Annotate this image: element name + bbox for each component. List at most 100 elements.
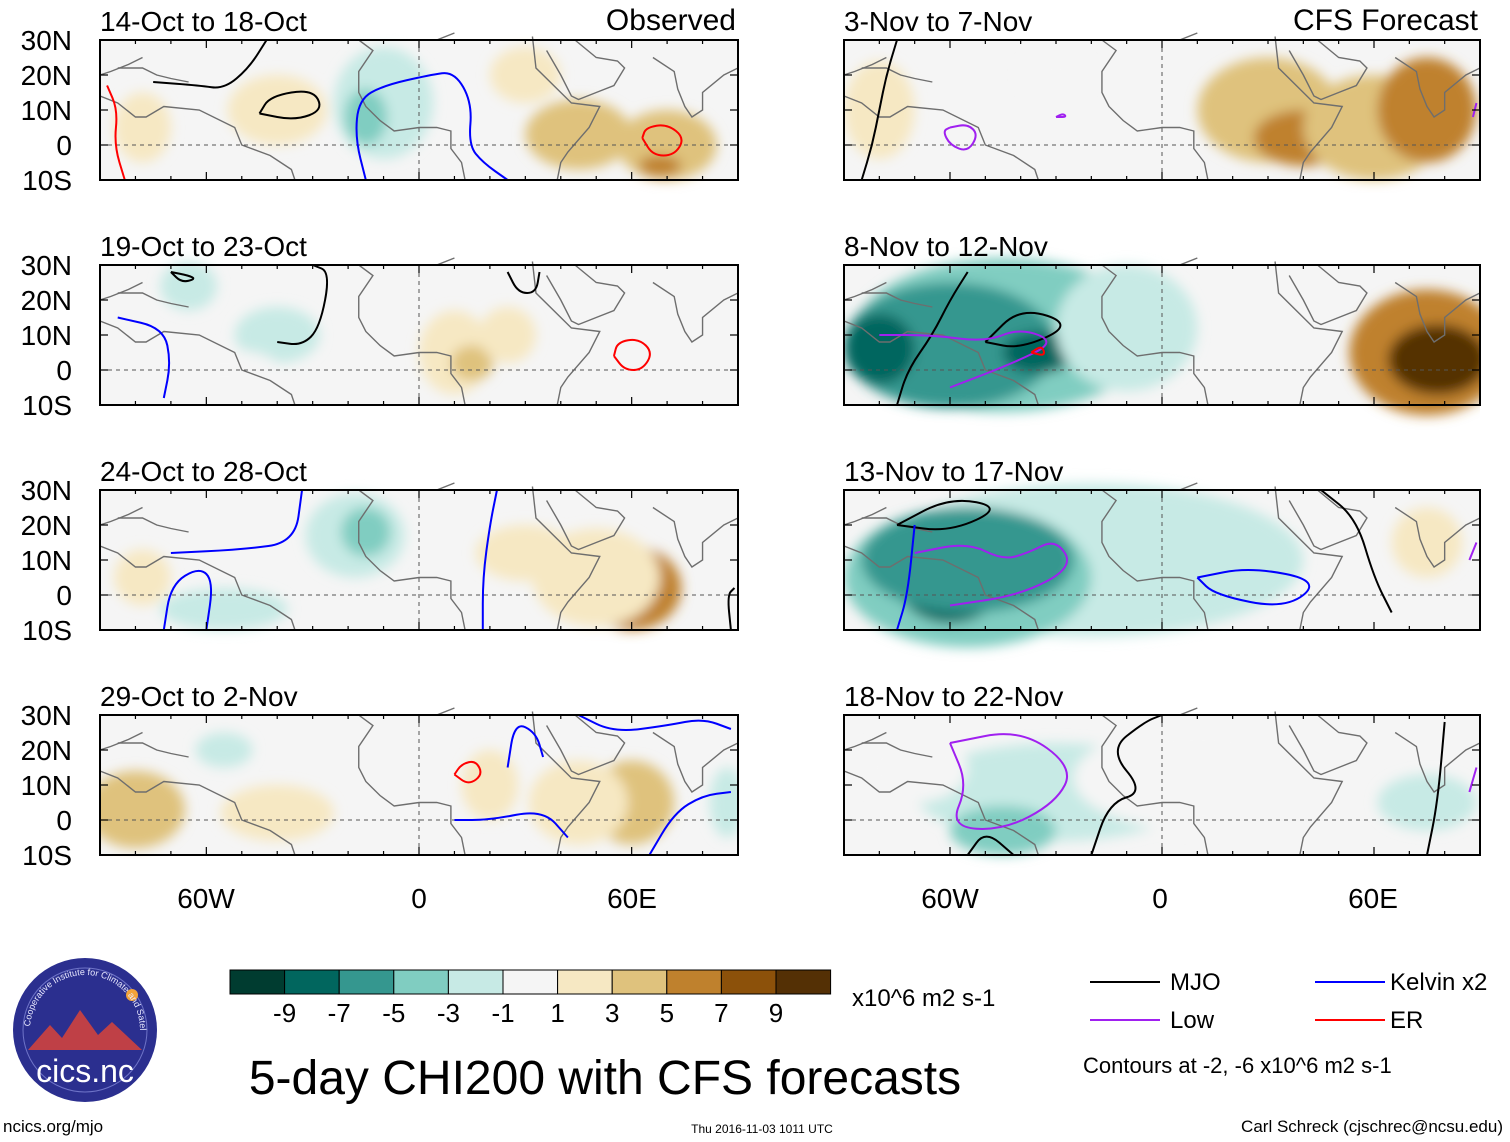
colorbar-tick-label: 9 <box>769 998 783 1028</box>
coastline <box>117 742 189 758</box>
coastline <box>100 320 296 406</box>
panel-ticks <box>843 39 1481 181</box>
anomaly-region <box>844 314 915 384</box>
coastline <box>1274 486 1344 631</box>
lat-label: 0 <box>56 130 72 161</box>
coastline <box>1288 489 1368 551</box>
coastline <box>117 517 189 533</box>
coastline <box>397 707 455 716</box>
timestamp: Thu 2016-11-03 1011 UTC <box>691 1122 833 1136</box>
lon-labels-left: 60W 0 60E <box>177 883 657 914</box>
coastline <box>1101 714 1209 856</box>
coastline <box>844 95 1039 181</box>
lat-label: 20N <box>21 510 72 541</box>
period-label: 18-Nov to 22-Nov <box>844 681 1063 712</box>
coastlines <box>100 257 738 406</box>
er-contour <box>453 760 482 784</box>
anomaly-region <box>114 92 171 163</box>
coastline <box>1288 39 1368 101</box>
coastline <box>397 482 455 491</box>
logo-mountains <box>28 1010 142 1050</box>
coastline <box>1394 281 1480 343</box>
coastline <box>1394 506 1480 568</box>
low-contour <box>914 542 1069 607</box>
anomaly-region <box>234 307 320 363</box>
figure-title: 5-day CHI200 with CFS forecasts <box>249 1052 961 1105</box>
colorbar-tick-label: 7 <box>714 998 728 1028</box>
lat-label: 20N <box>21 285 72 316</box>
colorbar-cell <box>557 969 613 995</box>
anomaly-region <box>341 507 391 557</box>
anomaly-region <box>475 525 575 581</box>
contour-legend: MJO Kelvin x2 Low ER <box>1090 969 1487 1034</box>
colorbar-tick-label: 3 <box>605 998 619 1028</box>
period-label: 14-Oct to 18-Oct <box>100 6 307 37</box>
contour-note: Contours at -2, -6 x10^6 m2 s-1 <box>1083 1053 1392 1078</box>
legend-label: Kelvin x2 <box>1390 969 1487 996</box>
mjo-contour <box>506 271 541 295</box>
kelvin-x--contour <box>454 812 569 839</box>
contours <box>162 489 736 631</box>
coastline <box>545 489 626 551</box>
lat-label: 10N <box>21 545 72 576</box>
contours <box>949 714 1478 856</box>
er-contour <box>106 85 126 181</box>
coastline <box>861 742 933 758</box>
colorbar-cell <box>502 969 559 995</box>
anomaly-shading <box>844 54 1477 180</box>
anomaly-region <box>709 767 738 838</box>
mjo-contour <box>984 311 1062 348</box>
anomaly-region <box>461 750 519 820</box>
colorbar-units: x10^6 m2 s-1 <box>852 985 995 1012</box>
lat-label: 30N <box>21 250 72 281</box>
coastline <box>117 67 189 83</box>
kelvin-x--contour <box>648 791 732 856</box>
map-panel: 8-Nov to 12-Nov <box>843 231 1481 416</box>
er-contour <box>612 338 651 372</box>
contours <box>117 264 651 399</box>
coastline <box>1288 714 1368 776</box>
anomaly-region <box>160 261 217 311</box>
coastline <box>531 36 601 181</box>
anomaly-region <box>1020 54 1092 96</box>
author-credit: Carl Schreck (cjschrec@ncsu.edu) <box>1241 1117 1503 1136</box>
period-label: 19-Oct to 23-Oct <box>100 231 307 262</box>
period-label: 13-Nov to 17-Nov <box>844 456 1063 487</box>
anomaly-region <box>1391 507 1463 578</box>
colorbar-tick-label: 1 <box>550 998 564 1028</box>
lat-label: 10N <box>21 770 72 801</box>
logo-sun <box>126 989 138 1001</box>
anomaly-region <box>167 349 281 391</box>
logo-text: cics.nc <box>36 1053 134 1089</box>
coastline <box>397 32 455 41</box>
anomaly-region <box>479 307 536 363</box>
colorbar-tick-label: 5 <box>660 998 674 1028</box>
anomaly-region <box>528 760 629 845</box>
mjo-contour <box>1320 489 1393 613</box>
coastline <box>861 67 933 83</box>
lat-label: 10S <box>22 615 72 646</box>
kelvin-x--contour <box>170 489 304 554</box>
anomaly-region <box>100 771 186 848</box>
colorbar-cell <box>720 969 777 995</box>
map-panel: 24-Oct to 28-Oct 30N 20N 10N 0 10S <box>21 456 739 646</box>
map-panel: 3-Nov to 7-Nov <box>843 6 1481 181</box>
colorbar-cell <box>393 969 449 995</box>
er-contour <box>1030 346 1045 356</box>
anomaly-region <box>450 345 494 381</box>
lat-label: 10S <box>22 390 72 421</box>
coastlines <box>844 32 1480 181</box>
colorbar-cell <box>611 969 668 995</box>
lon-label-60w: 60W <box>921 883 979 914</box>
lon-label-0: 0 <box>1152 883 1168 914</box>
legend-label: Low <box>1170 1007 1215 1034</box>
coastline <box>1394 731 1480 793</box>
panel-ticks <box>843 714 1481 856</box>
map-panel: 29-Oct to 2-Nov 30N 20N 10N 0 10S <box>21 681 739 871</box>
anomaly-shading <box>844 483 1463 648</box>
lat-label: 20N <box>21 60 72 91</box>
er-contour <box>641 124 683 157</box>
colorbar-tick-label: -7 <box>328 998 351 1028</box>
mjo-contour <box>860 39 898 181</box>
footer-url[interactable]: ncics.org/mjo <box>3 1117 103 1136</box>
